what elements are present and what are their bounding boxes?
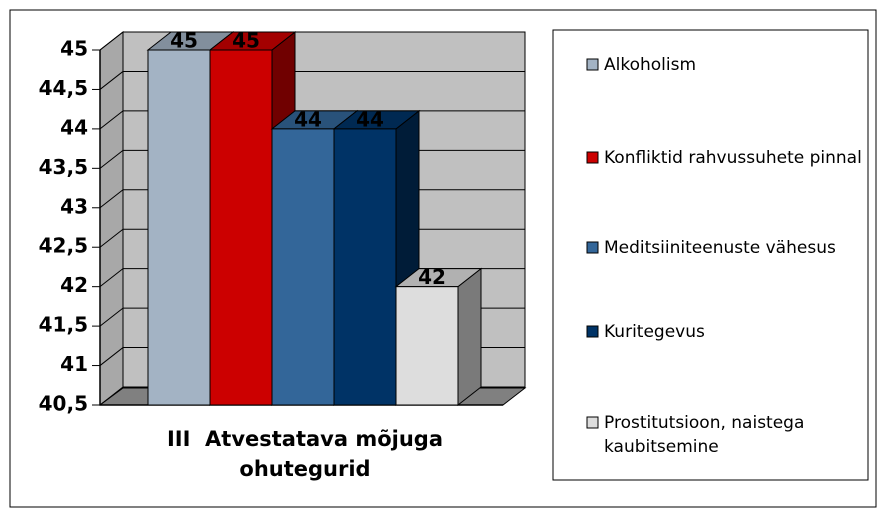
legend-swatch — [586, 241, 599, 254]
y-tick-label: 41 — [60, 352, 88, 376]
y-tick-label: 45 — [60, 37, 88, 61]
grid-line — [99, 268, 124, 288]
legend-label: Kuritegevus — [604, 322, 705, 342]
value-label: 44 — [294, 107, 322, 131]
y-tick-label: 44 — [60, 115, 88, 139]
legend-swatch — [586, 325, 599, 338]
legend-label: Meditsiiniteenuste vähesus — [604, 238, 836, 258]
value-label: 45 — [170, 29, 198, 53]
value-label: 42 — [418, 265, 446, 289]
grid-line — [99, 386, 124, 406]
grid-line — [99, 149, 124, 169]
legend-swatch — [586, 416, 599, 429]
grid-line — [99, 347, 124, 366]
category-label: III Atvestatava mõjuga ohutegurid — [166, 427, 451, 481]
bar — [271, 128, 335, 406]
bar — [209, 49, 273, 406]
grid-line — [99, 31, 124, 51]
y-tick-label: 41,5 — [39, 313, 88, 337]
legend-label: Prostitutsioon, naistega kaubitsemine — [604, 413, 805, 457]
grid-line — [99, 110, 124, 130]
y-tick-label: 40,5 — [39, 392, 88, 416]
bar — [395, 286, 459, 406]
legend-label: Konfliktid rahvussuhete pinnal — [604, 148, 862, 168]
grid-line — [99, 189, 124, 209]
bar-side — [457, 267, 482, 407]
y-tick-label: 42,5 — [39, 234, 88, 258]
grid-line — [99, 228, 124, 248]
legend-swatch — [586, 151, 599, 164]
value-label: 45 — [232, 29, 260, 53]
y-tick-label: 44,5 — [39, 76, 88, 100]
legend-label: Alkoholism — [604, 55, 697, 75]
y-tick-label: 43 — [60, 194, 88, 218]
grid-line — [99, 71, 124, 90]
bar — [333, 128, 397, 406]
grid-line — [99, 307, 124, 327]
legend-box — [552, 29, 869, 481]
value-label: 44 — [356, 107, 384, 131]
legend-swatch — [586, 58, 599, 71]
side-wall — [99, 30, 124, 406]
bar — [147, 49, 211, 406]
y-tick-label: 43,5 — [39, 155, 88, 179]
frame — [9, 9, 877, 508]
y-tick-label: 42 — [60, 273, 88, 297]
